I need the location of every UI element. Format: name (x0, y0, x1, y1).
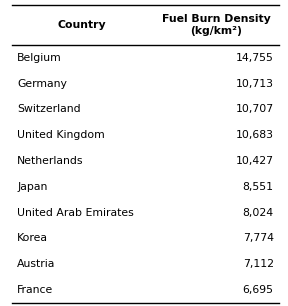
Text: United Kingdom: United Kingdom (17, 130, 105, 140)
Text: Austria: Austria (17, 259, 56, 269)
Text: Netherlands: Netherlands (17, 156, 84, 166)
Text: 14,755: 14,755 (236, 53, 274, 63)
Text: 10,427: 10,427 (236, 156, 274, 166)
Text: Switzerland: Switzerland (17, 104, 81, 114)
Text: 10,713: 10,713 (236, 79, 274, 88)
Text: Japan: Japan (17, 182, 48, 192)
Text: Korea: Korea (17, 233, 48, 243)
Text: Belgium: Belgium (17, 53, 62, 63)
Text: 8,024: 8,024 (242, 207, 274, 218)
Text: 7,112: 7,112 (242, 259, 274, 269)
Text: Germany: Germany (17, 79, 67, 88)
Text: 6,695: 6,695 (242, 285, 274, 295)
Text: 8,551: 8,551 (242, 182, 274, 192)
Text: 10,707: 10,707 (236, 104, 274, 114)
Text: Country: Country (58, 20, 106, 30)
Text: 7,774: 7,774 (242, 233, 274, 243)
Text: United Arab Emirates: United Arab Emirates (17, 207, 134, 218)
Text: Fuel Burn Density
(kg/km²): Fuel Burn Density (kg/km²) (162, 13, 270, 36)
Text: 10,683: 10,683 (236, 130, 274, 140)
Text: France: France (17, 285, 54, 295)
